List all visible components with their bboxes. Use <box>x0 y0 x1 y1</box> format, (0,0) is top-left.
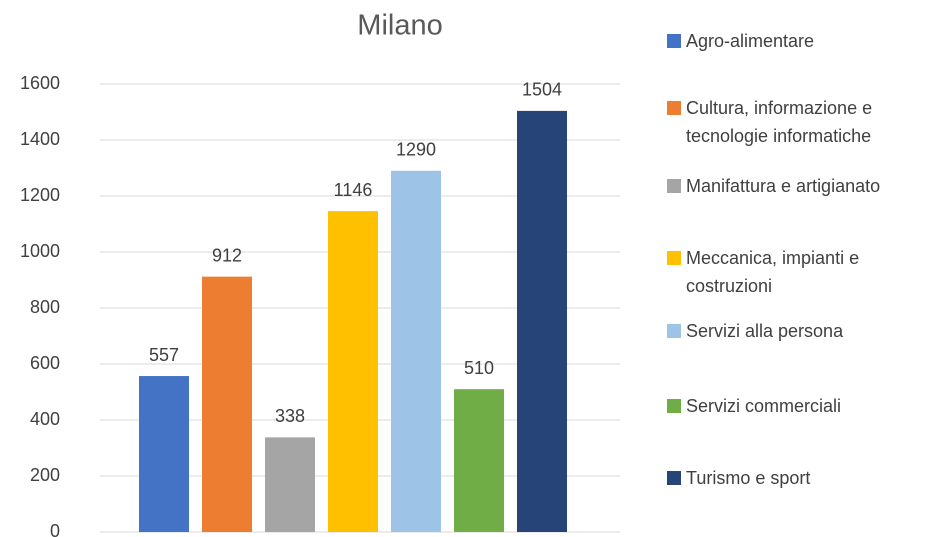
legend-item: Agro-alimentare <box>667 27 937 55</box>
legend-label: Turismo e sport <box>686 468 811 488</box>
legend-swatch <box>667 471 681 485</box>
legend-label: Manifattura e artigianato <box>686 176 881 196</box>
legend-label: Servizi commerciali <box>686 396 842 416</box>
chart-title: Milano <box>357 10 442 42</box>
y-tick-label: 400 <box>30 409 60 429</box>
legend-item: Servizi alla persona <box>667 317 937 345</box>
legend-label: Agro-alimentare <box>686 31 815 51</box>
legend-item: Servizi commerciali <box>667 392 937 420</box>
data-label: 1290 <box>396 140 436 160</box>
bar <box>139 376 189 532</box>
y-tick-label: 0 <box>50 521 60 537</box>
bar <box>391 170 441 533</box>
bar <box>454 389 504 532</box>
data-label: 510 <box>464 358 494 378</box>
legend-swatch <box>667 179 681 193</box>
data-label: 1146 <box>334 180 373 200</box>
bar <box>328 211 378 532</box>
bar <box>265 437 315 532</box>
legend-item: Cultura, informazione e tecnologie infor… <box>667 94 937 150</box>
legend-item: Meccanica, impianti e costruzioni <box>667 244 937 300</box>
legend-swatch <box>667 101 681 115</box>
legend-swatch <box>667 34 681 48</box>
legend-swatch <box>667 399 681 413</box>
data-label: 557 <box>149 345 179 365</box>
y-tick-label: 1600 <box>20 73 60 93</box>
y-tick-label: 600 <box>30 353 60 373</box>
y-tick-label: 1200 <box>20 185 60 205</box>
legend-label: Servizi alla persona <box>686 321 844 341</box>
data-label: 338 <box>275 406 305 426</box>
data-label: 912 <box>212 245 242 265</box>
y-tick-label: 1000 <box>20 241 60 261</box>
y-tick-label: 1400 <box>20 129 60 149</box>
legend-label: Meccanica, impianti e costruzioni <box>686 248 860 296</box>
legend-item: Turismo e sport <box>667 464 937 492</box>
legend-label: Cultura, informazione e tecnologie infor… <box>686 98 873 146</box>
y-tick-label: 200 <box>30 465 60 485</box>
legend-swatch <box>667 251 681 265</box>
legend-swatch <box>667 324 681 338</box>
y-tick-label: 800 <box>30 297 60 317</box>
legend-item: Manifattura e artigianato <box>667 172 937 200</box>
data-label: 1504 <box>522 80 562 100</box>
bar <box>202 276 252 532</box>
bar <box>517 110 567 532</box>
